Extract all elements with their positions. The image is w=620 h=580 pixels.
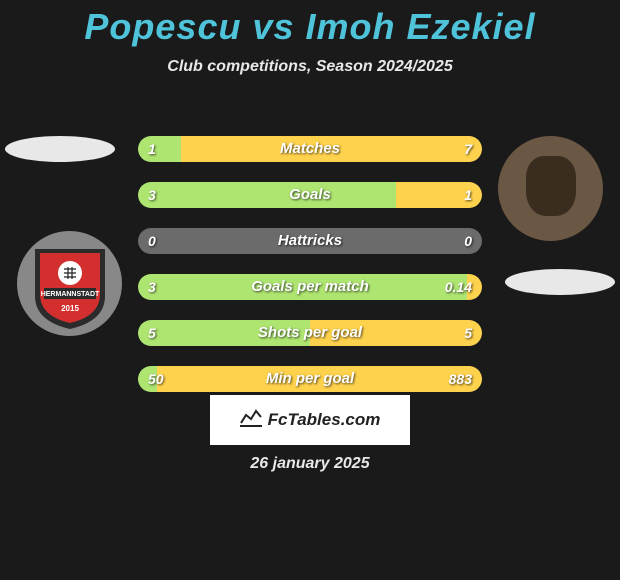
stat-value-left: 1 — [148, 136, 156, 162]
stat-value-left: 0 — [148, 228, 156, 254]
stat-row: Matches1 7 — [138, 136, 482, 162]
footer-brand-text: FcTables.com — [268, 410, 381, 430]
stat-label: Shots per goal — [138, 320, 482, 346]
stat-row: Min per goal50 883 — [138, 366, 482, 392]
stat-value-left: 5 — [148, 320, 156, 346]
stat-value-right: 7 — [464, 136, 472, 162]
stat-value-left: 3 — [148, 274, 156, 300]
player-avatar-right — [498, 136, 603, 241]
page-title: Popescu vs Imoh Ezekiel — [0, 0, 620, 48]
stat-label: Hattricks — [138, 228, 482, 254]
stat-label: Matches — [138, 136, 482, 162]
page-subtitle: Club competitions, Season 2024/2025 — [0, 58, 620, 76]
stat-row: Goals per match3 0.14 — [138, 274, 482, 300]
stat-value-right: 883 — [449, 366, 472, 392]
avatar-shadow-left — [5, 136, 115, 162]
stat-value-right: 5 — [464, 320, 472, 346]
stat-value-right: 0.14 — [445, 274, 472, 300]
stat-value-right: 0 — [464, 228, 472, 254]
stat-row: Shots per goal5 5 — [138, 320, 482, 346]
stats-bars: Matches17Goals31Hattricks00Goals per mat… — [138, 136, 482, 412]
stat-value-left: 3 — [148, 182, 156, 208]
stat-row: Hattricks0 0 — [138, 228, 482, 254]
stat-label: Goals per match — [138, 274, 482, 300]
stat-value-right: 1 — [464, 182, 472, 208]
badge-name-text: HERMANNSTADT — [41, 291, 100, 298]
stat-label: Goals — [138, 182, 482, 208]
stat-row: Goals3 1 — [138, 182, 482, 208]
club-badge-left: HERMANNSTADT 2015 — [30, 241, 110, 331]
badge-year-text: 2015 — [61, 304, 79, 313]
stat-label: Min per goal — [138, 366, 482, 392]
date-text: 26 january 2025 — [0, 455, 620, 473]
stat-value-left: 50 — [148, 366, 164, 392]
avatar-shadow-right — [505, 269, 615, 295]
footer-brand-logo: FcTables.com — [210, 395, 410, 445]
chart-icon — [240, 409, 262, 432]
